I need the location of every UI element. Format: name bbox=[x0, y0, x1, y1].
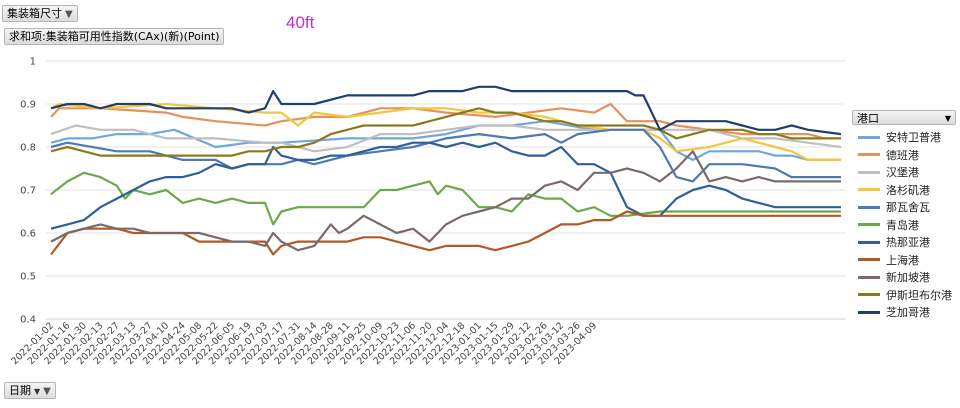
y-tick-label: 0.7 bbox=[20, 186, 36, 197]
legend-swatch bbox=[858, 223, 880, 226]
legend-swatch bbox=[858, 170, 880, 174]
legend-label: 安特卫普港 bbox=[886, 131, 941, 144]
y-tick-label: 0.8 bbox=[20, 143, 36, 154]
legend-item: 洛杉矶港 bbox=[858, 182, 952, 200]
value-field-button[interactable]: 求和项:集装箱可用性指数(CAx)(新)(Point) bbox=[4, 28, 225, 45]
container-size-field-label: 集装箱尺寸 bbox=[7, 7, 62, 20]
legend: 安特卫普港德班港汉堡港洛杉矶港那瓦舍瓦青岛港热那亚港上海港新加坡港伊斯坦布尔港芝… bbox=[858, 129, 952, 322]
legend-label: 汉堡港 bbox=[886, 166, 919, 179]
value-field-label: 求和项:集装箱可用性指数(CAx)(新)(Point) bbox=[9, 30, 220, 43]
series-line bbox=[50, 128, 841, 183]
funnel-icon[interactable]: ▼ bbox=[65, 9, 73, 20]
legend-item: 上海港 bbox=[858, 252, 952, 270]
legend-swatch bbox=[858, 258, 880, 261]
legend-item: 新加坡港 bbox=[858, 269, 952, 287]
legend-label: 青岛港 bbox=[886, 218, 919, 232]
series-line bbox=[50, 85, 842, 136]
legend-item: 青岛港 bbox=[858, 217, 952, 235]
y-gridlines bbox=[46, 60, 846, 277]
series-line bbox=[50, 102, 841, 140]
series-line bbox=[50, 120, 841, 161]
legend-swatch bbox=[858, 275, 880, 279]
legend-swatch bbox=[858, 153, 880, 156]
legend-item: 那瓦舍瓦 bbox=[858, 199, 952, 217]
legend-label: 那瓦舍瓦 bbox=[886, 201, 930, 214]
y-tick-label: 0.9 bbox=[20, 100, 36, 111]
legend-label: 伊斯坦布尔港 bbox=[886, 288, 952, 302]
legend-label: 芝加哥港 bbox=[886, 306, 930, 319]
legend-swatch bbox=[858, 205, 880, 209]
y-tick-label: 0.5 bbox=[20, 272, 36, 283]
dropdown-arrow-icon[interactable]: ▼ bbox=[34, 387, 41, 396]
series-line bbox=[50, 150, 841, 252]
dropdown-arrow-icon[interactable]: ▼ bbox=[944, 114, 951, 123]
date-field-label: 日期 bbox=[9, 384, 31, 397]
series-line bbox=[50, 102, 841, 161]
legend-swatch bbox=[858, 240, 880, 244]
legend-label: 新加坡港 bbox=[886, 271, 930, 284]
y-tick-label: 1 bbox=[30, 57, 36, 68]
container-size-field-button[interactable]: 集装箱尺寸 ▼ bbox=[2, 5, 78, 22]
legend-item: 安特卫普港 bbox=[858, 129, 952, 147]
legend-label: 洛杉矶港 bbox=[886, 183, 930, 197]
port-legend-header[interactable]: 港口 ▼ bbox=[852, 110, 956, 125]
funnel-icon[interactable]: ▼ bbox=[43, 386, 51, 397]
legend-label: 德班港 bbox=[886, 148, 919, 162]
y-tick-label: 0.6 bbox=[20, 229, 36, 240]
legend-swatch bbox=[858, 293, 880, 296]
legend-item: 汉堡港 bbox=[858, 164, 952, 182]
series-lines bbox=[50, 85, 842, 256]
legend-swatch bbox=[858, 135, 880, 139]
series-line bbox=[50, 141, 841, 230]
legend-label: 上海港 bbox=[886, 253, 919, 267]
y-tick-label: 0.4 bbox=[20, 315, 36, 326]
x-axis-tick-labels: 2022-01-022022-01-162022-01-302022-02-13… bbox=[9, 320, 599, 367]
date-field-button[interactable]: 日期 ▼ ▼ bbox=[4, 382, 56, 399]
legend-swatch bbox=[858, 310, 880, 314]
series-line bbox=[50, 124, 842, 153]
legend-item: 热那亚港 bbox=[858, 234, 952, 252]
series-line bbox=[50, 107, 841, 157]
y-axis-tick-labels: 0.4 0.5 0.6 0.7 0.8 0.9 1 bbox=[20, 57, 36, 326]
legend-swatch bbox=[858, 188, 880, 191]
series-line bbox=[50, 171, 841, 226]
legend-label: 热那亚港 bbox=[886, 236, 930, 249]
legend-item: 伊斯坦布尔港 bbox=[858, 287, 952, 305]
port-field-label: 港口 bbox=[857, 112, 879, 125]
legend-item: 芝加哥港 bbox=[858, 304, 952, 322]
legend-item: 德班港 bbox=[858, 147, 952, 165]
chart-title: 40ft bbox=[286, 13, 315, 32]
